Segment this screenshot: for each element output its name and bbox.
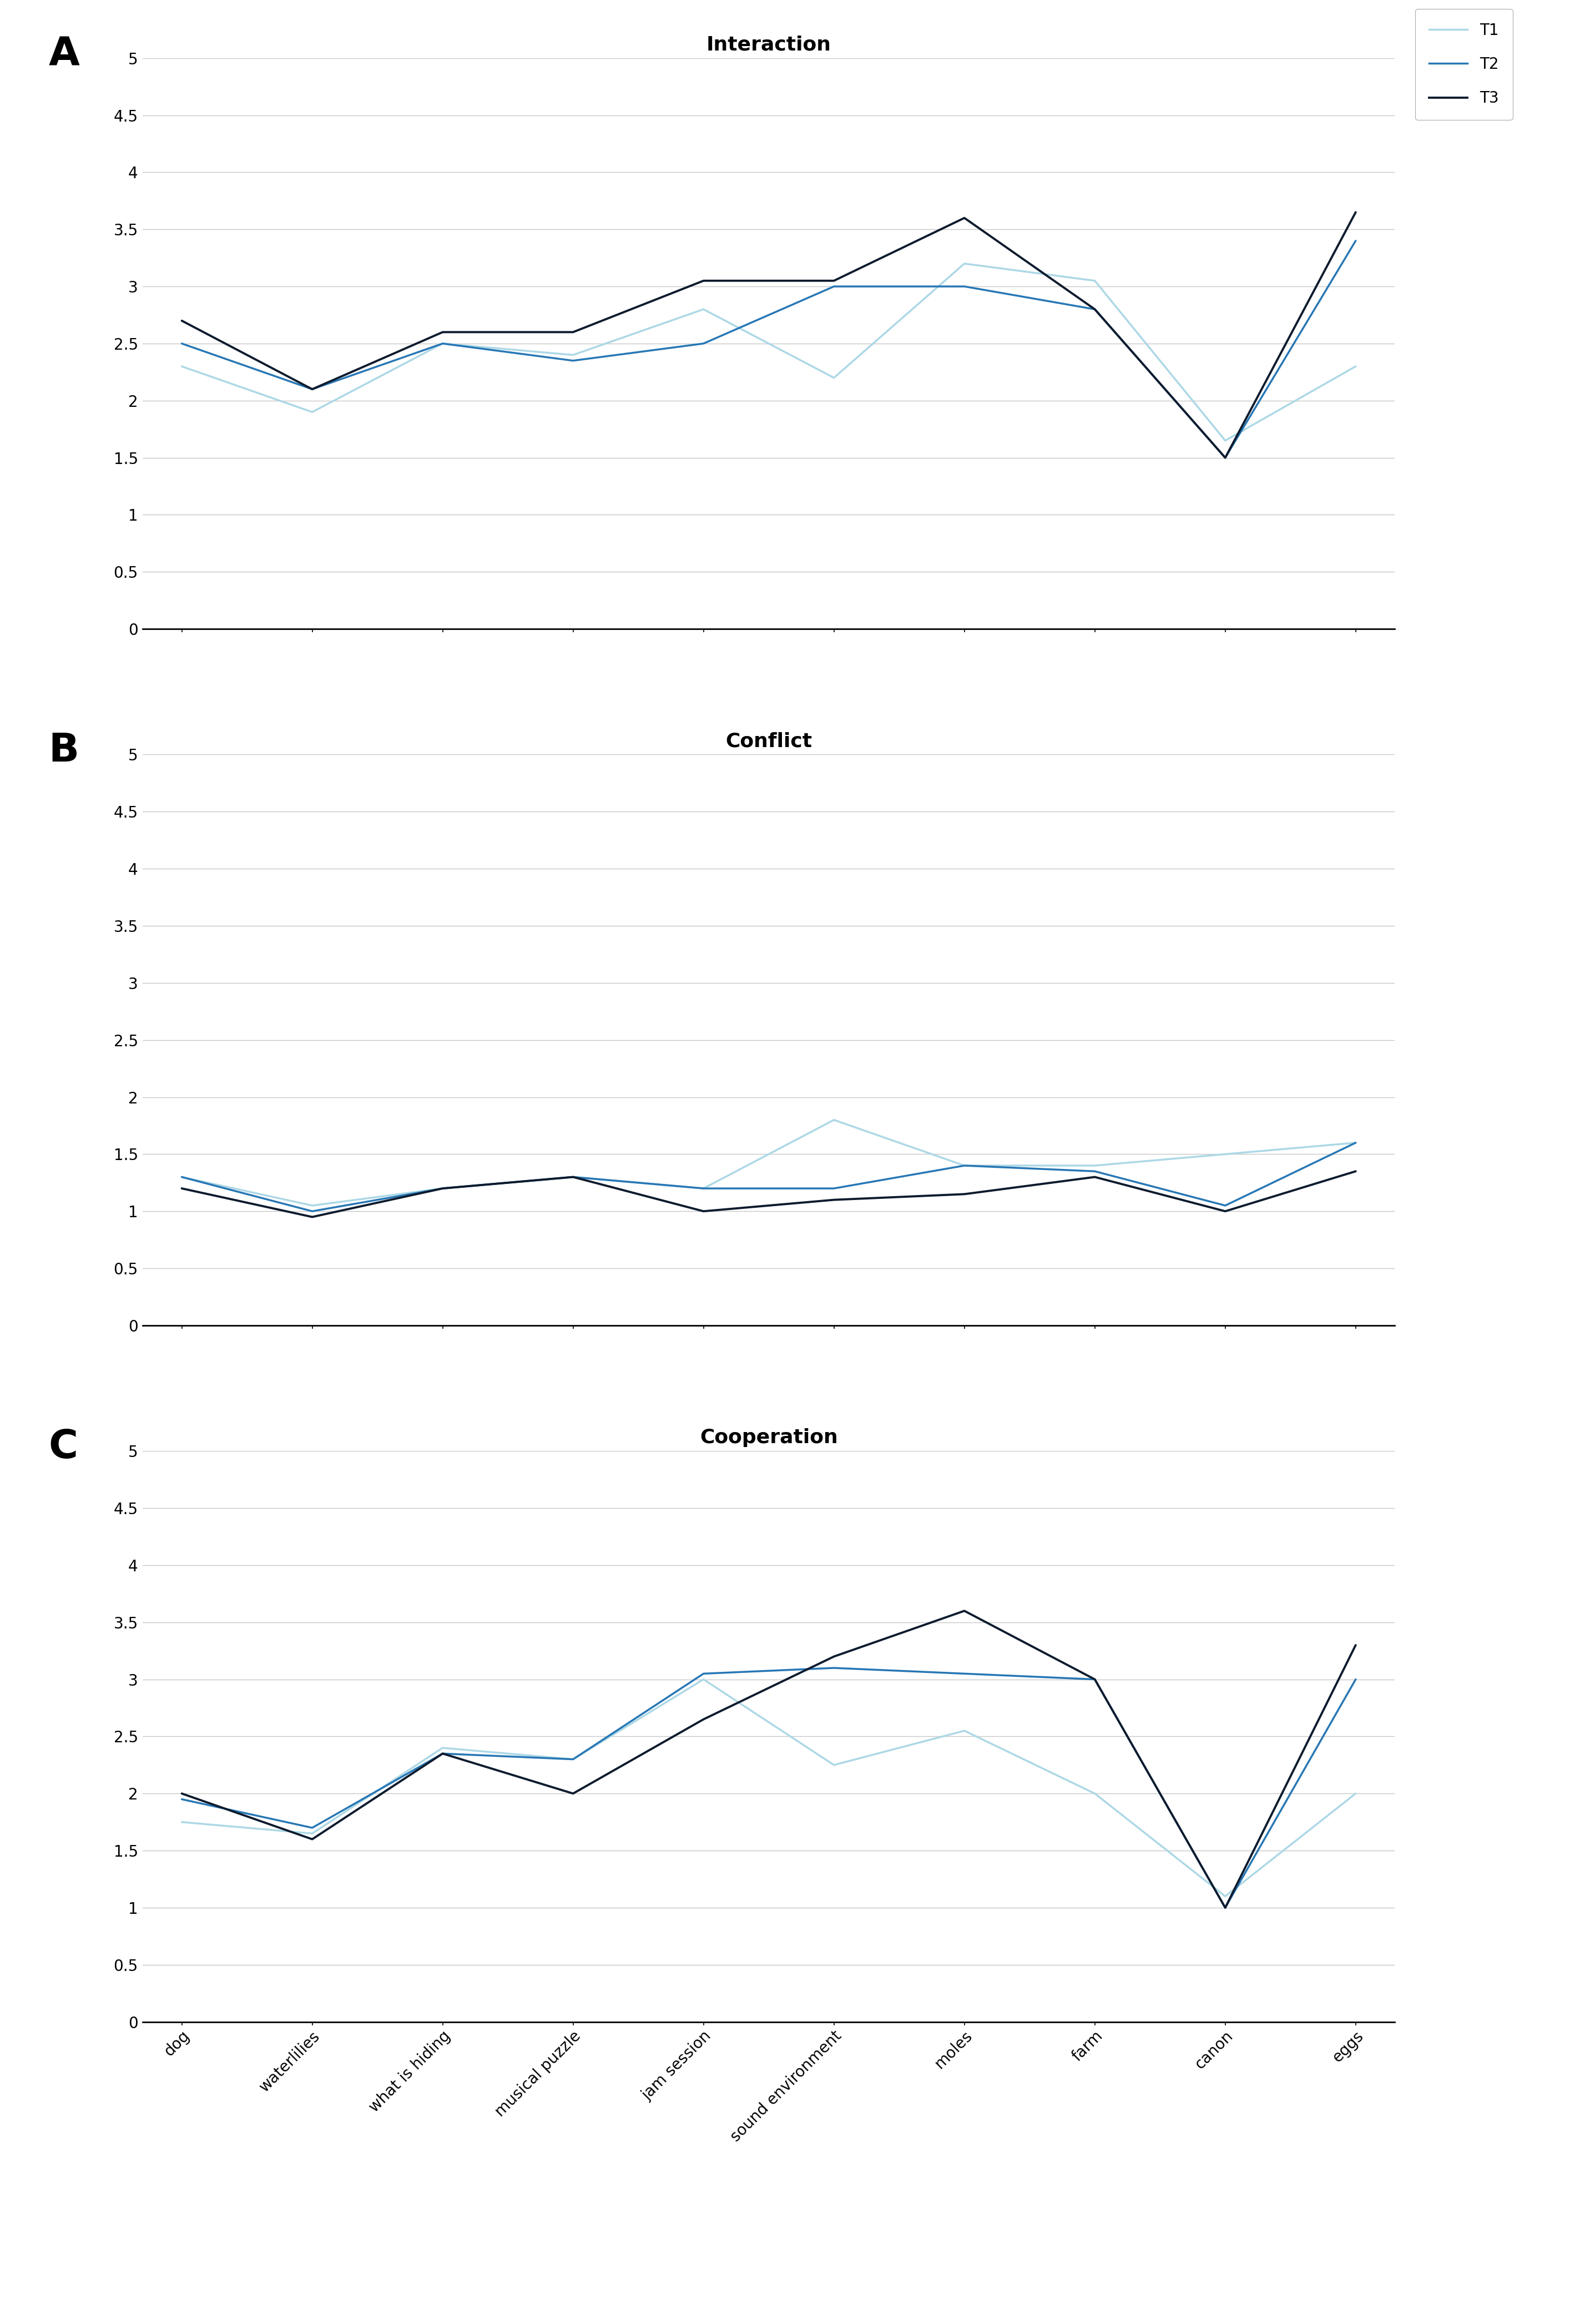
Title: Conflict: Conflict: [726, 732, 812, 751]
Text: C: C: [49, 1429, 78, 1466]
Text: A: A: [49, 35, 79, 74]
Text: B: B: [49, 732, 79, 769]
Legend: T1, T2, T3: T1, T2, T3: [1415, 9, 1512, 121]
Title: Cooperation: Cooperation: [699, 1429, 838, 1448]
Title: Interaction: Interaction: [707, 35, 831, 53]
